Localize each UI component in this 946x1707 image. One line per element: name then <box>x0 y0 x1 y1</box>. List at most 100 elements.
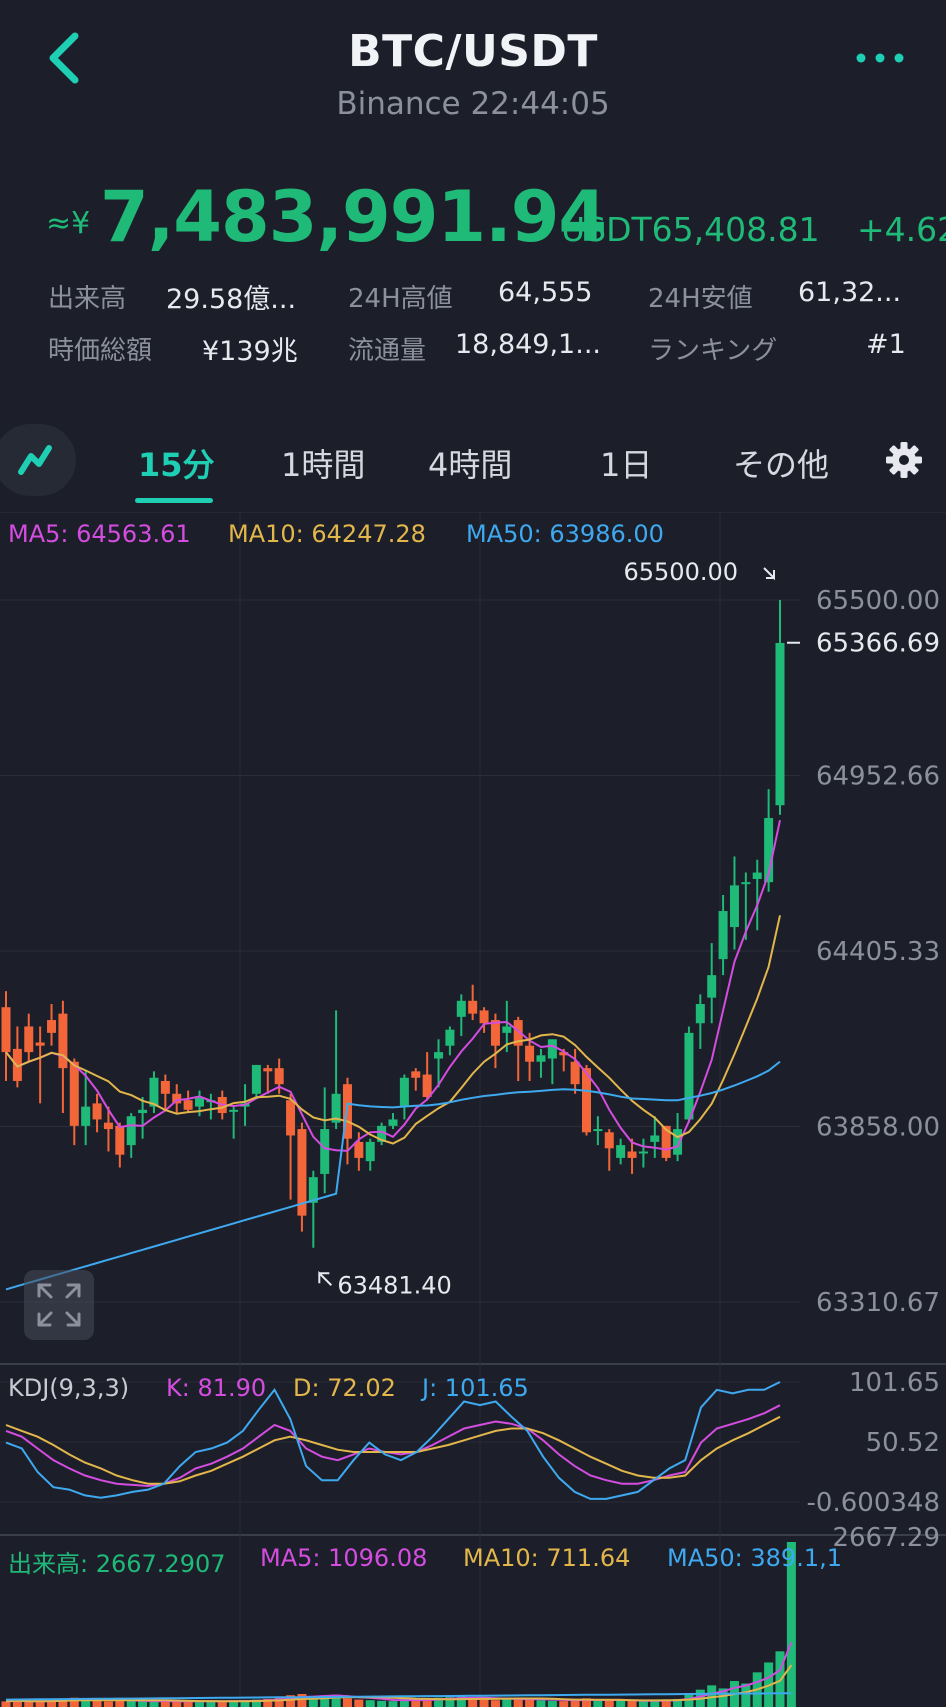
candle-body <box>559 1052 569 1056</box>
candle-body <box>354 1141 364 1158</box>
kdj-k-line <box>5 1404 781 1488</box>
volume-bar <box>195 1700 204 1707</box>
volume-ma10-line <box>5 1664 793 1703</box>
candle-body <box>673 1129 683 1155</box>
candle-body <box>297 1129 307 1216</box>
volume-bar <box>673 1698 683 1707</box>
candle-body <box>422 1074 432 1098</box>
page-title: BTC/USDT <box>348 26 598 77</box>
volume-bar <box>536 1700 546 1707</box>
candle-body <box>229 1109 239 1112</box>
volume-ma50-line <box>5 1692 792 1701</box>
volume-bar <box>616 1700 626 1707</box>
vol-ma50-legend: MA50: 389.1,1 <box>667 1544 842 1572</box>
tab-1d[interactable]: 1日 <box>600 446 653 484</box>
candle-body <box>172 1093 182 1104</box>
active-tab-indicator <box>135 498 213 503</box>
volume-bar <box>411 1699 421 1707</box>
volume-bar <box>320 1695 330 1707</box>
volume-bar <box>365 1700 375 1707</box>
candle-body <box>479 1010 489 1024</box>
volume-bar <box>92 1700 102 1707</box>
kdj-j-line <box>5 1381 781 1500</box>
volume-bar <box>684 1694 694 1707</box>
candle-body <box>411 1071 421 1078</box>
price-chart[interactable]: 65500.00 65366.69 64952.66 64405.33 63858.00… <box>0 512 946 1707</box>
low-value: 61,32... <box>798 277 902 308</box>
line-chart-toggle[interactable] <box>0 424 76 496</box>
candle-body <box>445 1029 455 1046</box>
candle-body <box>365 1141 375 1162</box>
candle-body <box>1 1007 11 1053</box>
volume-bar <box>47 1700 57 1707</box>
tab-4h[interactable]: 4時間 <box>428 446 513 484</box>
vol-ma10-legend: MA10: 711.64 <box>463 1544 631 1572</box>
candle-body <box>160 1080 170 1094</box>
line-chart-icon <box>18 445 52 475</box>
candle-body <box>388 1119 398 1126</box>
price-jpy: 7,483,991.94 <box>100 176 607 258</box>
volume-bar <box>81 1698 91 1707</box>
price-tick-label: 63310.67 <box>816 1288 940 1318</box>
tab-15m[interactable]: 15分 <box>138 446 215 484</box>
volume-bar <box>206 1700 216 1707</box>
volume-bar <box>35 1701 45 1707</box>
volume-bar <box>354 1699 364 1707</box>
kdj-legend-label: KDJ(9,3,3) <box>8 1374 130 1402</box>
volume-bar <box>434 1697 444 1707</box>
candle-body <box>399 1077 409 1107</box>
candle-body <box>115 1125 125 1155</box>
settings-button[interactable] <box>884 440 928 484</box>
volume-bar <box>559 1701 569 1707</box>
more-button[interactable] <box>850 40 910 76</box>
mcap-value: ¥139兆 <box>202 336 298 367</box>
volume-bar <box>342 1698 352 1707</box>
volume-bar <box>1 1701 11 1707</box>
volume-bar <box>69 1697 79 1707</box>
volume-bar <box>741 1683 751 1707</box>
volume-bar <box>103 1701 113 1707</box>
current-price-label: 65366.69 <box>816 629 940 659</box>
candle-body <box>752 872 762 879</box>
high-label: 24H高値 <box>348 284 453 314</box>
ma5-line <box>5 819 781 1152</box>
volume-bar <box>217 1702 227 1707</box>
volume-bar <box>650 1700 660 1707</box>
ma10-legend: MA10: 64247.28 <box>228 520 426 548</box>
candle-body <box>69 1061 79 1126</box>
high-value: 64,555 <box>498 277 593 308</box>
candle-body <box>764 818 774 883</box>
price-tick-label: 64405.33 <box>816 937 940 967</box>
volume-bar <box>502 1698 512 1707</box>
volume-bar <box>377 1700 387 1707</box>
back-button[interactable] <box>40 28 90 88</box>
volume-bar <box>604 1700 614 1707</box>
candle-body <box>24 1026 34 1053</box>
candle-body <box>684 1032 694 1120</box>
vol-legend-label: 出来高: 2667.2907 <box>8 1550 226 1578</box>
price-tick-label: 64952.66 <box>816 762 940 792</box>
min-price-marker: 63481.40 <box>337 1271 452 1299</box>
fullscreen-button[interactable] <box>24 1270 94 1340</box>
tab-1h[interactable]: 1時間 <box>281 446 366 484</box>
volume-bar <box>24 1702 34 1707</box>
price-tick-label: 63858.00 <box>816 1113 940 1143</box>
price-change: +4.62 <box>857 210 946 249</box>
volume-bar <box>456 1695 466 1707</box>
max-price-marker: 65500.00 <box>623 558 738 586</box>
candle-body <box>195 1097 204 1107</box>
volume-bar <box>183 1701 193 1707</box>
candle-body <box>582 1068 591 1133</box>
kdj-tick-label: -0.600348 <box>807 1488 940 1518</box>
candle-body <box>741 882 751 885</box>
tab-other[interactable]: その他 <box>733 446 830 484</box>
candle-body <box>58 1013 68 1069</box>
volume-bar <box>490 1700 500 1707</box>
candle-body <box>308 1177 318 1203</box>
volume-bar <box>286 1695 296 1707</box>
candle-body <box>263 1068 273 1072</box>
rank-value: #1 <box>866 329 906 360</box>
max-arrow-icon <box>763 567 775 581</box>
candle-body <box>661 1125 671 1158</box>
volume-bar <box>12 1700 22 1707</box>
